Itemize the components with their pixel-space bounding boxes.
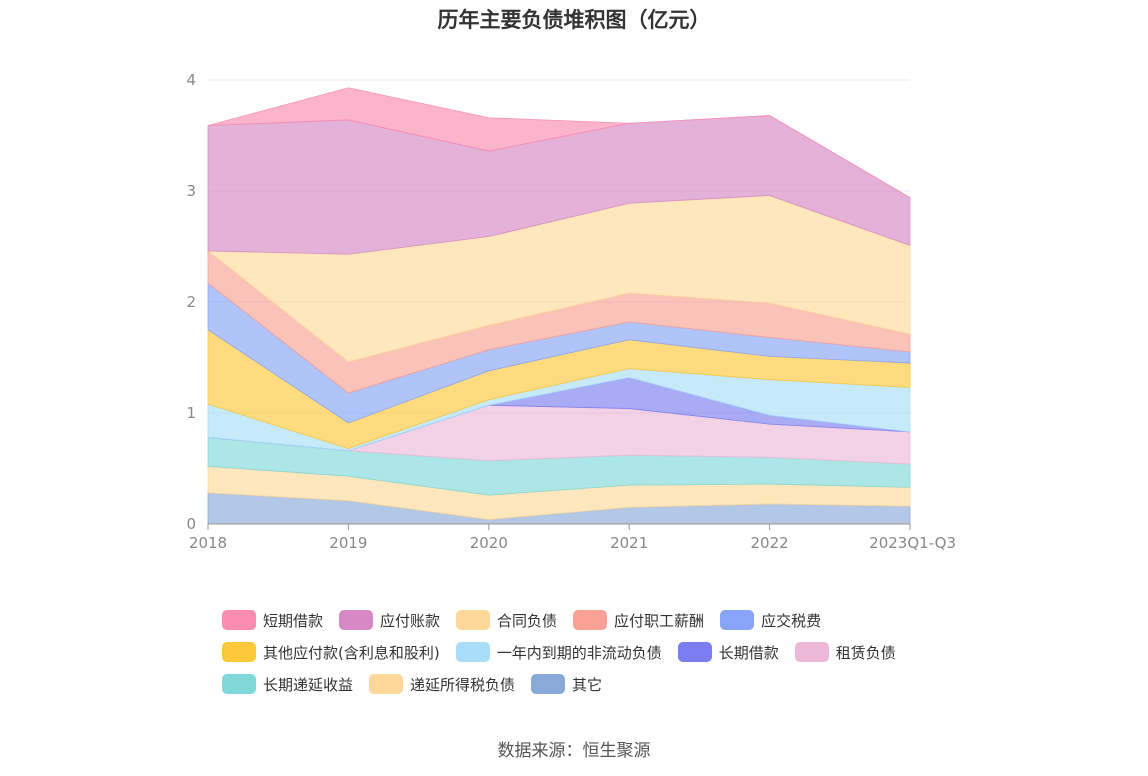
legend-swatch bbox=[531, 674, 566, 694]
legend-item[interactable]: 短期借款 bbox=[222, 610, 323, 631]
legend-swatch bbox=[222, 674, 256, 694]
legend-label: 其它 bbox=[572, 675, 603, 694]
x-tick-label: 2022 bbox=[751, 534, 789, 552]
legend-label: 短期借款 bbox=[263, 611, 324, 630]
legend-label: 合同负债 bbox=[497, 611, 558, 630]
legend-item[interactable]: 一年内到期的非流动负债 bbox=[455, 642, 662, 663]
x-tick-label: 2019 bbox=[329, 534, 367, 552]
legend-label: 长期借款 bbox=[718, 643, 779, 662]
y-tick-label: 3 bbox=[186, 182, 196, 200]
y-tick-label: 1 bbox=[186, 404, 196, 422]
legend-item[interactable]: 应交税费 bbox=[720, 610, 821, 631]
legend-item[interactable]: 长期递延收益 bbox=[222, 674, 353, 695]
legend-label: 其他应付款(含利息和股利) bbox=[263, 643, 440, 662]
x-tick-label: 2023Q1-Q3 bbox=[869, 534, 956, 552]
chart-legend: 短期借款 应付账款 合同负债 应付职工薪酬 应交税费其他应付款(含利息和股利) 一年内到期… bbox=[222, 604, 982, 700]
legend-swatch bbox=[369, 674, 404, 694]
legend-swatch bbox=[456, 610, 491, 630]
legend-item[interactable]: 长期借款 bbox=[677, 642, 779, 663]
x-tick-label: 2021 bbox=[610, 534, 648, 552]
legend-swatch bbox=[222, 642, 256, 662]
legend-row: 短期借款 应付账款 合同负债 应付职工薪酬 应交税费 bbox=[222, 604, 982, 636]
legend-label: 应付账款 bbox=[380, 611, 441, 630]
legend-swatch bbox=[339, 610, 374, 630]
y-tick-label: 0 bbox=[186, 515, 196, 533]
legend-item[interactable]: 其它 bbox=[531, 674, 602, 695]
legend-swatch bbox=[573, 610, 608, 630]
legend-swatch bbox=[222, 610, 256, 630]
legend-label: 一年内到期的非流动负债 bbox=[496, 643, 662, 662]
x-tick-label: 2018 bbox=[189, 534, 227, 552]
legend-item[interactable]: 其他应付款(含利息和股利) bbox=[222, 642, 440, 663]
y-tick-label: 4 bbox=[186, 71, 196, 89]
legend-item[interactable]: 递延所得税负债 bbox=[369, 674, 515, 695]
legend-item[interactable]: 合同负债 bbox=[456, 610, 557, 631]
legend-swatch bbox=[720, 610, 755, 630]
stacked-area-chart: 0 1 2 3 4 2018 2019 2020 2021 2022 2023Q1-Q3 bbox=[186, 71, 956, 552]
legend-label: 应付职工薪酬 bbox=[614, 611, 705, 630]
legend-row: 长期递延收益 递延所得税负债 其它 bbox=[222, 668, 982, 700]
legend-row: 其他应付款(含利息和股利) 一年内到期的非流动负债 长期借款 租赁负债 bbox=[222, 636, 982, 668]
legend-swatch bbox=[455, 642, 490, 662]
y-tick-label: 2 bbox=[186, 293, 196, 311]
data-source-note: 数据来源：恒生聚源 bbox=[497, 741, 651, 761]
legend-swatch bbox=[677, 642, 712, 662]
legend-label: 长期递延收益 bbox=[263, 675, 354, 694]
legend-label: 递延所得税负债 bbox=[410, 675, 516, 694]
legend-label: 租赁负债 bbox=[835, 643, 896, 662]
legend-label: 应交税费 bbox=[761, 611, 822, 630]
x-tick-label: 2020 bbox=[470, 534, 508, 552]
legend-item[interactable]: 应付职工薪酬 bbox=[573, 610, 704, 631]
legend-item[interactable]: 应付账款 bbox=[339, 610, 440, 631]
chart-title: 历年主要负债堆积图（亿元） bbox=[437, 8, 711, 32]
legend-item[interactable]: 租赁负债 bbox=[794, 642, 896, 663]
legend-swatch bbox=[794, 642, 829, 662]
area-series-11 bbox=[207, 87, 911, 199]
